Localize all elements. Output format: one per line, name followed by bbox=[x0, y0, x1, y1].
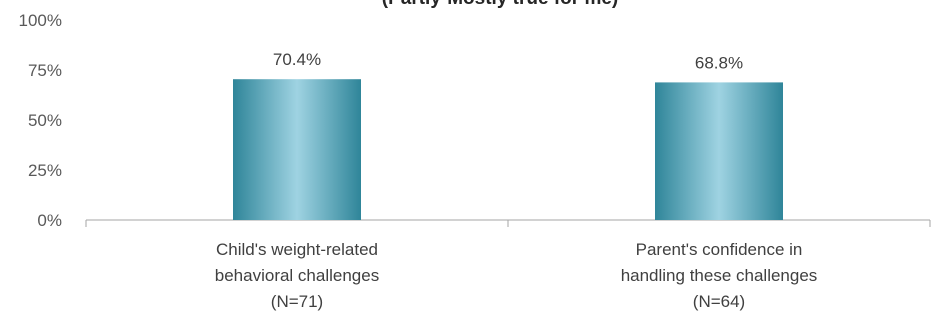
y-axis-ticks: 0% 25% 50% 75% 100% bbox=[19, 11, 62, 230]
category-label-line: (N=64) bbox=[693, 292, 745, 311]
category-label-line: behavioral challenges bbox=[215, 266, 379, 285]
data-labels: 70.4% 68.8% bbox=[273, 50, 743, 72]
category-label: Parent's confidence in handling these cha… bbox=[621, 240, 818, 311]
chart-title: (Partly-Mostly true for me) bbox=[382, 0, 618, 9]
category-label-line: Child's weight-related bbox=[216, 240, 378, 259]
y-tick-label: 0% bbox=[37, 211, 62, 230]
category-labels: Child's weight-related behavioral challen… bbox=[215, 240, 818, 311]
y-tick-label: 50% bbox=[28, 111, 62, 130]
bar bbox=[655, 82, 783, 221]
bar bbox=[233, 79, 361, 220]
category-label: Child's weight-related behavioral challen… bbox=[215, 240, 379, 311]
bars bbox=[233, 79, 783, 221]
data-label: 70.4% bbox=[273, 50, 321, 69]
category-label-line: handling these challenges bbox=[621, 266, 818, 285]
category-label-line: (N=71) bbox=[271, 292, 323, 311]
category-label-line: Parent's confidence in bbox=[636, 240, 803, 259]
y-tick-label: 75% bbox=[28, 61, 62, 80]
x-axis-ticks bbox=[85, 220, 931, 227]
y-tick-label: 25% bbox=[28, 161, 62, 180]
y-tick-label: 100% bbox=[19, 11, 62, 30]
data-label: 68.8% bbox=[695, 53, 743, 72]
